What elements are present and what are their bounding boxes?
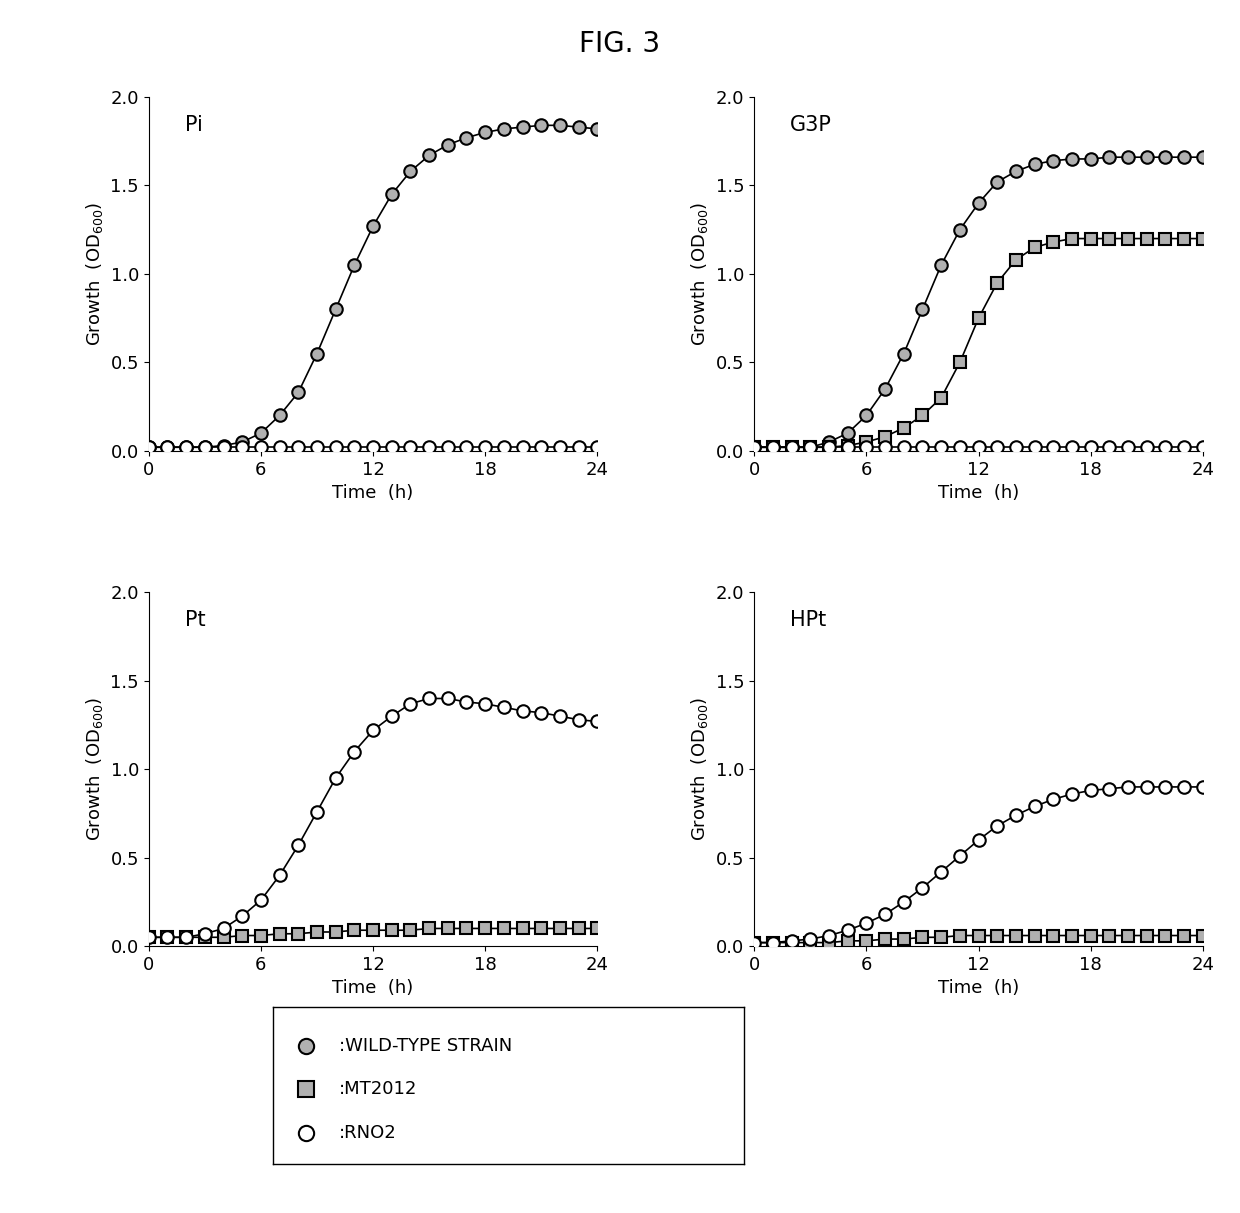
X-axis label: Time  (h): Time (h) xyxy=(937,979,1019,997)
Text: :WILD-TYPE STRAIN: :WILD-TYPE STRAIN xyxy=(339,1037,512,1055)
Text: G3P: G3P xyxy=(790,115,832,135)
Y-axis label: Growth  (OD$_{600}$): Growth (OD$_{600}$) xyxy=(689,201,711,346)
Text: Pi: Pi xyxy=(185,115,202,135)
X-axis label: Time  (h): Time (h) xyxy=(332,484,414,502)
Text: Pt: Pt xyxy=(185,610,206,630)
Text: :MT2012: :MT2012 xyxy=(339,1080,417,1098)
Text: FIG. 3: FIG. 3 xyxy=(579,30,661,58)
X-axis label: Time  (h): Time (h) xyxy=(332,979,414,997)
Y-axis label: Growth  (OD$_{600}$): Growth (OD$_{600}$) xyxy=(84,697,105,842)
Text: :RNO2: :RNO2 xyxy=(339,1124,397,1141)
Y-axis label: Growth  (OD$_{600}$): Growth (OD$_{600}$) xyxy=(84,201,105,346)
Text: HPt: HPt xyxy=(790,610,826,630)
X-axis label: Time  (h): Time (h) xyxy=(937,484,1019,502)
Y-axis label: Growth  (OD$_{600}$): Growth (OD$_{600}$) xyxy=(689,697,711,842)
